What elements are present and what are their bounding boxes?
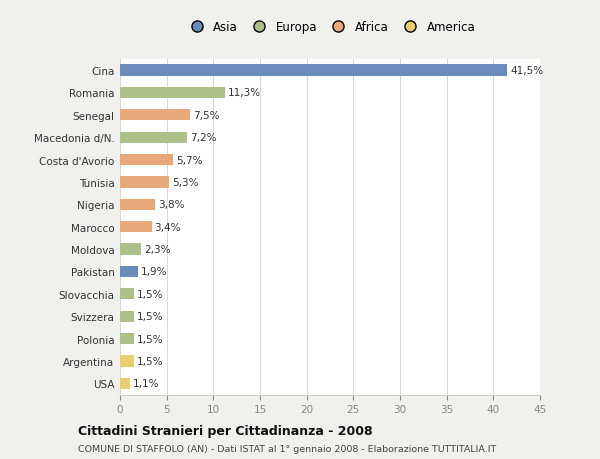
Text: 1,5%: 1,5% (137, 312, 163, 322)
Bar (120, 222, 152, 233)
Bar (120, 356, 134, 367)
Text: COMUNE DI STAFFOLO (AN) - Dati ISTAT al 1° gennaio 2008 - Elaborazione TUTTITALI: COMUNE DI STAFFOLO (AN) - Dati ISTAT al … (78, 444, 496, 453)
Bar (120, 244, 142, 255)
Text: 41,5%: 41,5% (510, 66, 543, 76)
Bar (120, 266, 138, 277)
Text: 2,3%: 2,3% (144, 245, 171, 255)
Text: 7,2%: 7,2% (190, 133, 217, 143)
Text: Cittadini Stranieri per Cittadinanza - 2008: Cittadini Stranieri per Cittadinanza - 2… (78, 424, 373, 437)
Text: 5,3%: 5,3% (172, 178, 199, 188)
Bar (120, 65, 508, 76)
Bar (120, 289, 134, 300)
Text: 3,4%: 3,4% (155, 222, 181, 232)
Bar (120, 378, 130, 389)
Bar (120, 155, 173, 166)
Text: 11,3%: 11,3% (228, 88, 262, 98)
Text: 1,9%: 1,9% (140, 267, 167, 277)
Text: 5,7%: 5,7% (176, 155, 203, 165)
Text: 1,1%: 1,1% (133, 379, 160, 389)
Bar (120, 110, 190, 121)
Bar (120, 311, 134, 322)
Bar (120, 199, 155, 210)
Bar (120, 177, 169, 188)
Text: 7,5%: 7,5% (193, 111, 220, 121)
Text: 1,5%: 1,5% (137, 334, 163, 344)
Bar (120, 132, 187, 143)
Text: 3,8%: 3,8% (158, 200, 185, 210)
Bar (120, 88, 226, 99)
Text: 1,5%: 1,5% (137, 289, 163, 299)
Text: 1,5%: 1,5% (137, 356, 163, 366)
Bar (120, 333, 134, 344)
Legend: Asia, Europa, Africa, America: Asia, Europa, Africa, America (182, 19, 478, 36)
